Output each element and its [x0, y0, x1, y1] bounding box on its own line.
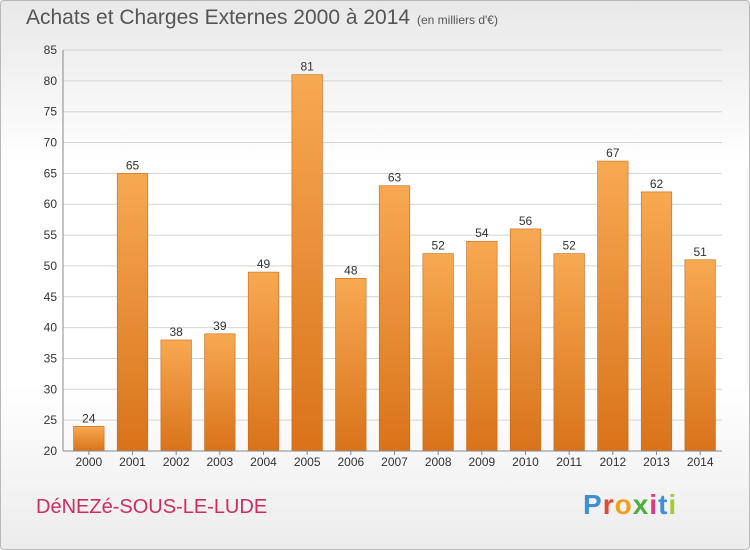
bar-2008: [422, 253, 454, 452]
data-label-2010: 56: [519, 214, 533, 228]
proxiti-logo[interactable]: Proxiti: [583, 489, 678, 520]
x-tick-label-2009: 2009: [468, 455, 495, 469]
chart-title: Achats et Charges Externes 2000 à 2014: [26, 6, 411, 29]
y-tick-label: 35: [44, 351, 58, 365]
data-label-2009: 54: [475, 226, 489, 240]
y-tick-label: 30: [44, 382, 58, 396]
data-label-2000: 24: [82, 411, 96, 425]
x-tick-label-2010: 2010: [512, 455, 539, 469]
data-label-2013: 62: [650, 177, 664, 191]
y-tick-label: 25: [44, 413, 58, 427]
y-tick-label: 20: [44, 444, 58, 458]
data-label-2001: 65: [126, 158, 140, 172]
bar-2012: [597, 160, 629, 452]
data-label-2003: 39: [213, 319, 227, 333]
x-tick-label-2005: 2005: [294, 455, 321, 469]
bar-2014: [684, 259, 716, 452]
y-tick-label: 70: [44, 136, 58, 150]
x-tick-label-2012: 2012: [599, 455, 626, 469]
x-tick-label-2014: 2014: [687, 455, 714, 469]
bar-2001: [116, 173, 149, 452]
commune-name: DéNEZé-SOUS-LE-LUDE: [36, 496, 268, 518]
data-label-2012: 67: [606, 146, 620, 160]
bar-2011: [553, 253, 585, 452]
bar-2000: [73, 426, 105, 452]
data-label-2002: 38: [169, 325, 183, 339]
data-label-2007: 63: [388, 171, 402, 185]
chart-subtitle: (en milliers d'€): [417, 13, 498, 27]
y-tick-label: 60: [44, 197, 58, 211]
data-label-2004: 49: [257, 257, 271, 271]
x-tick-label-2000: 2000: [75, 455, 102, 469]
x-tick-label-2013: 2013: [643, 455, 670, 469]
bar-2007: [378, 185, 411, 452]
x-tick-label-2003: 2003: [206, 455, 233, 469]
y-tick-label: 50: [44, 259, 58, 273]
x-tick-label-2004: 2004: [250, 455, 277, 469]
bar-2002: [160, 339, 192, 452]
y-tick-label: 45: [44, 290, 58, 304]
x-tick-label-2001: 2001: [119, 455, 146, 469]
bar-2003: [204, 333, 236, 452]
x-tick-label-2006: 2006: [337, 455, 364, 469]
y-tick-label: 65: [44, 166, 58, 180]
y-tick-label: 80: [44, 74, 58, 88]
x-tick-label-2011: 2011: [556, 455, 582, 469]
x-tick-label-2008: 2008: [425, 455, 452, 469]
data-label-2011: 52: [562, 239, 576, 253]
data-label-2008: 52: [431, 239, 445, 253]
bar-2004: [247, 271, 280, 452]
y-tick-label: 75: [44, 105, 58, 119]
data-label-2005: 81: [300, 60, 314, 74]
x-tick-label-2007: 2007: [381, 455, 408, 469]
x-tick-label-2002: 2002: [163, 455, 190, 469]
bar-2005: [291, 74, 323, 452]
bar-2013: [640, 191, 673, 452]
axes: 20 25 30 35 40 45 50 55 60 65 70 75 80 85 2000 2001 2002…: [44, 43, 722, 469]
bar-2009: [466, 240, 498, 452]
data-label-2006: 48: [344, 263, 358, 277]
bar-2010: [509, 228, 542, 452]
y-tick-label: 55: [44, 228, 58, 242]
y-tick-label: 40: [44, 321, 58, 335]
bar-2006: [335, 277, 367, 452]
y-tick-label: 85: [44, 43, 58, 57]
bars: 24 65 38 39 49 81 48 63 52 54 56 52 67 62 51: [73, 60, 716, 452]
data-label-2014: 51: [693, 245, 707, 259]
